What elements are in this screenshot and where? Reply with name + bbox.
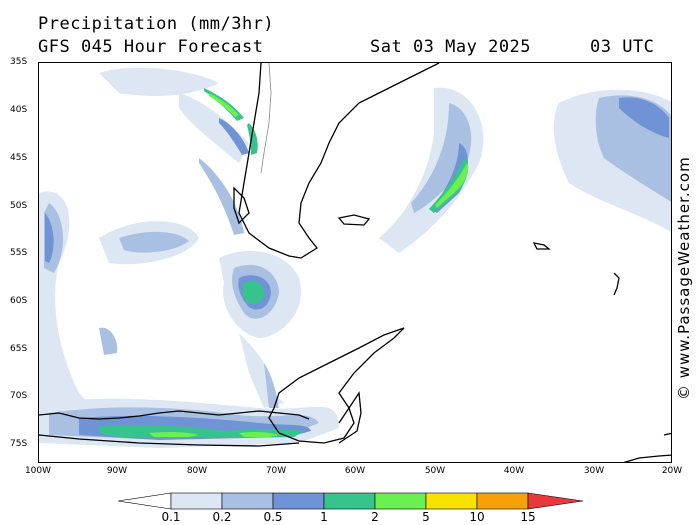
legend-label: 2 [371, 510, 379, 524]
lon-label: 70W [265, 466, 287, 476]
lon-label: 100W [24, 466, 52, 476]
lat-label: 45S [10, 153, 28, 163]
legend-swatch-1 [170, 492, 223, 510]
lon-label: 20W [661, 466, 683, 476]
lat-label: 55S [10, 248, 28, 258]
legend-label: 0.1 [161, 510, 181, 524]
legend-swatch-8 [527, 492, 584, 510]
coastlines [39, 63, 671, 462]
legend-swatch-0 [118, 492, 172, 510]
country-border [260, 63, 272, 174]
watermark-text: © www.PassageWeather.com [675, 156, 693, 400]
legend-swatch-6 [425, 492, 478, 510]
forecast-time: 03 UTC [590, 37, 655, 57]
lat-label: 75S [10, 439, 28, 449]
precipitation-map[interactable] [38, 62, 672, 463]
lat-label: 40S [10, 105, 28, 115]
legend-swatch-5 [374, 492, 427, 510]
legend-label: 1 [320, 510, 328, 524]
lat-label: 70S [10, 391, 28, 401]
lat-label: 60S [10, 296, 28, 306]
lon-label: 80W [186, 466, 208, 476]
lon-label: 60W [344, 466, 366, 476]
lon-label: 90W [106, 466, 128, 476]
lon-label: 50W [424, 466, 446, 476]
precip-light-areas [39, 67, 671, 448]
legend-label: 15 [520, 510, 536, 524]
title-forecast-hour: GFS 045 Hour Forecast [38, 37, 264, 57]
lat-label: 65S [10, 344, 28, 354]
map-canvas [39, 63, 671, 462]
lat-label: 35S [10, 57, 28, 67]
legend-swatch-2 [221, 492, 274, 510]
legend-swatch-4 [323, 492, 376, 510]
legend-label: 0.5 [263, 510, 283, 524]
legend-label: 10 [469, 510, 485, 524]
forecast-date: Sat 03 May 2025 [370, 37, 532, 57]
lon-label: 30W [583, 466, 605, 476]
legend-swatch-7 [476, 492, 529, 510]
legend-label: 0.2 [212, 510, 232, 524]
lon-label: 40W [503, 466, 525, 476]
color-legend [118, 492, 584, 510]
title-precipitation: Precipitation (mm/3hr) [38, 14, 275, 34]
precip-green-areas [149, 93, 469, 437]
legend-swatch-3 [272, 492, 325, 510]
legend-label: 5 [422, 510, 430, 524]
lat-label: 50S [10, 201, 28, 211]
